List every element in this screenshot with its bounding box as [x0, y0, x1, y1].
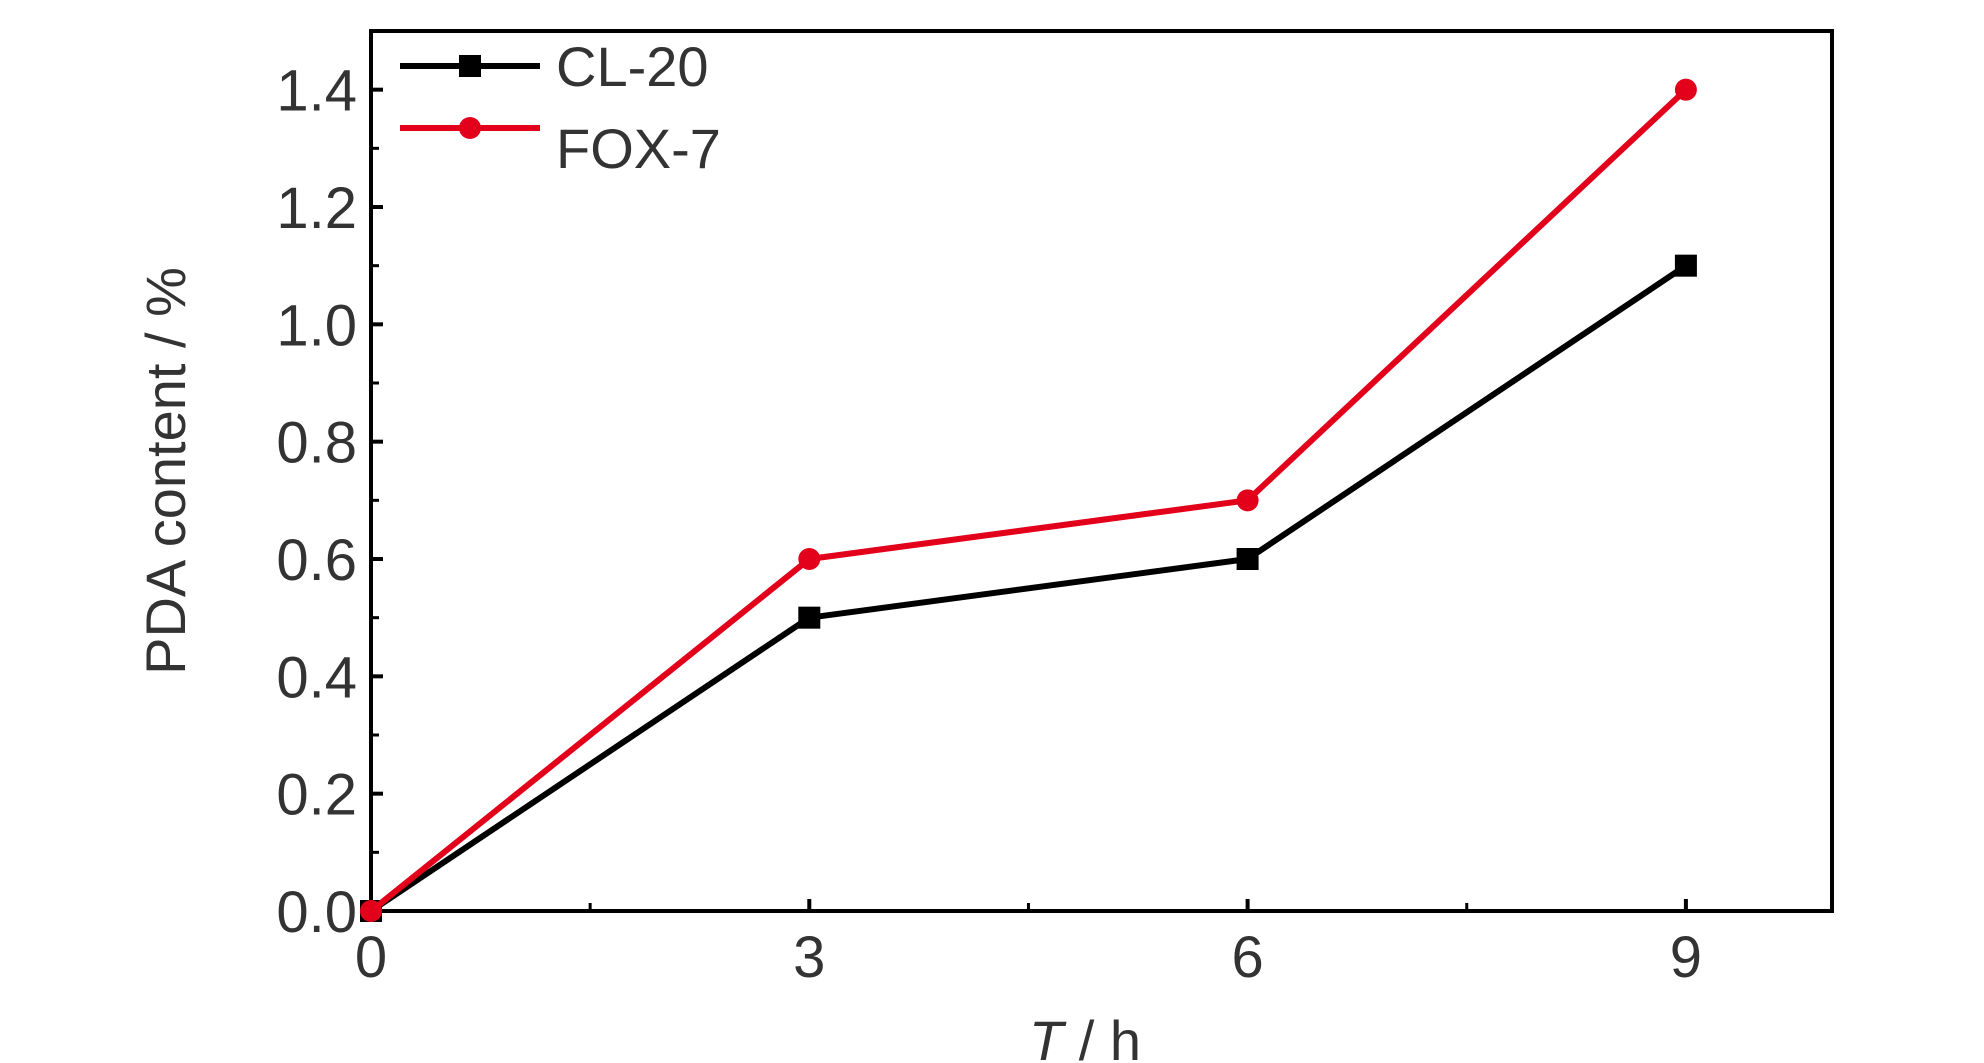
y-tick-label: 0.0 [276, 880, 357, 945]
y-minor-ticks [371, 146, 379, 854]
y-tick-label: 0.2 [276, 763, 357, 828]
x-tick-label: 9 [1670, 925, 1702, 990]
data-point-fox7 [798, 548, 821, 570]
legend-label-cl20: CL-20 [556, 35, 709, 98]
data-point-fox7 [360, 900, 382, 922]
y-axis-ticks: 0.0 0.2 0.4 0.6 0.8 1.0 1.2 1.4 [276, 59, 383, 945]
x-tick-label: 0 [355, 925, 387, 990]
x-axis-ticks: 0 3 6 9 [355, 899, 1702, 990]
x-tick-label: 6 [1231, 925, 1263, 990]
plot-frame [369, 29, 1834, 913]
data-point-cl20 [1236, 548, 1259, 570]
series-fox7 [360, 78, 1697, 922]
y-tick-label: 1.2 [276, 176, 357, 241]
data-point-fox7 [1236, 489, 1259, 512]
legend-marker-cl20 [459, 55, 481, 77]
x-tick-label: 3 [793, 925, 825, 990]
data-point-cl20 [1674, 254, 1697, 277]
y-tick-label: 1.4 [276, 59, 357, 124]
series-layer [360, 78, 1697, 922]
series-line-cl20 [369, 263, 1688, 914]
y-tick-label: 0.4 [276, 645, 357, 710]
y-tick-label: 0.6 [276, 528, 357, 593]
x-axis-label-variable: T [1029, 1009, 1067, 1063]
series-cl20 [360, 254, 1697, 922]
legend-marker-fox7 [459, 117, 481, 139]
y-tick-label: 1.0 [276, 293, 357, 358]
x-axis-label-unit: / h [1063, 1009, 1141, 1063]
y-tick-label: 0.8 [276, 411, 357, 476]
legend-label-fox7: FOX-7 [556, 117, 721, 180]
legend: CL-20 FOX-7 [400, 35, 721, 180]
data-point-fox7 [1674, 78, 1697, 101]
x-minor-ticks [588, 903, 1469, 911]
y-axis-label: PDA content / % [134, 267, 197, 675]
series-line-fox7 [369, 87, 1688, 914]
data-point-cl20 [798, 606, 821, 629]
x-axis-label: T / h [1029, 1009, 1141, 1063]
